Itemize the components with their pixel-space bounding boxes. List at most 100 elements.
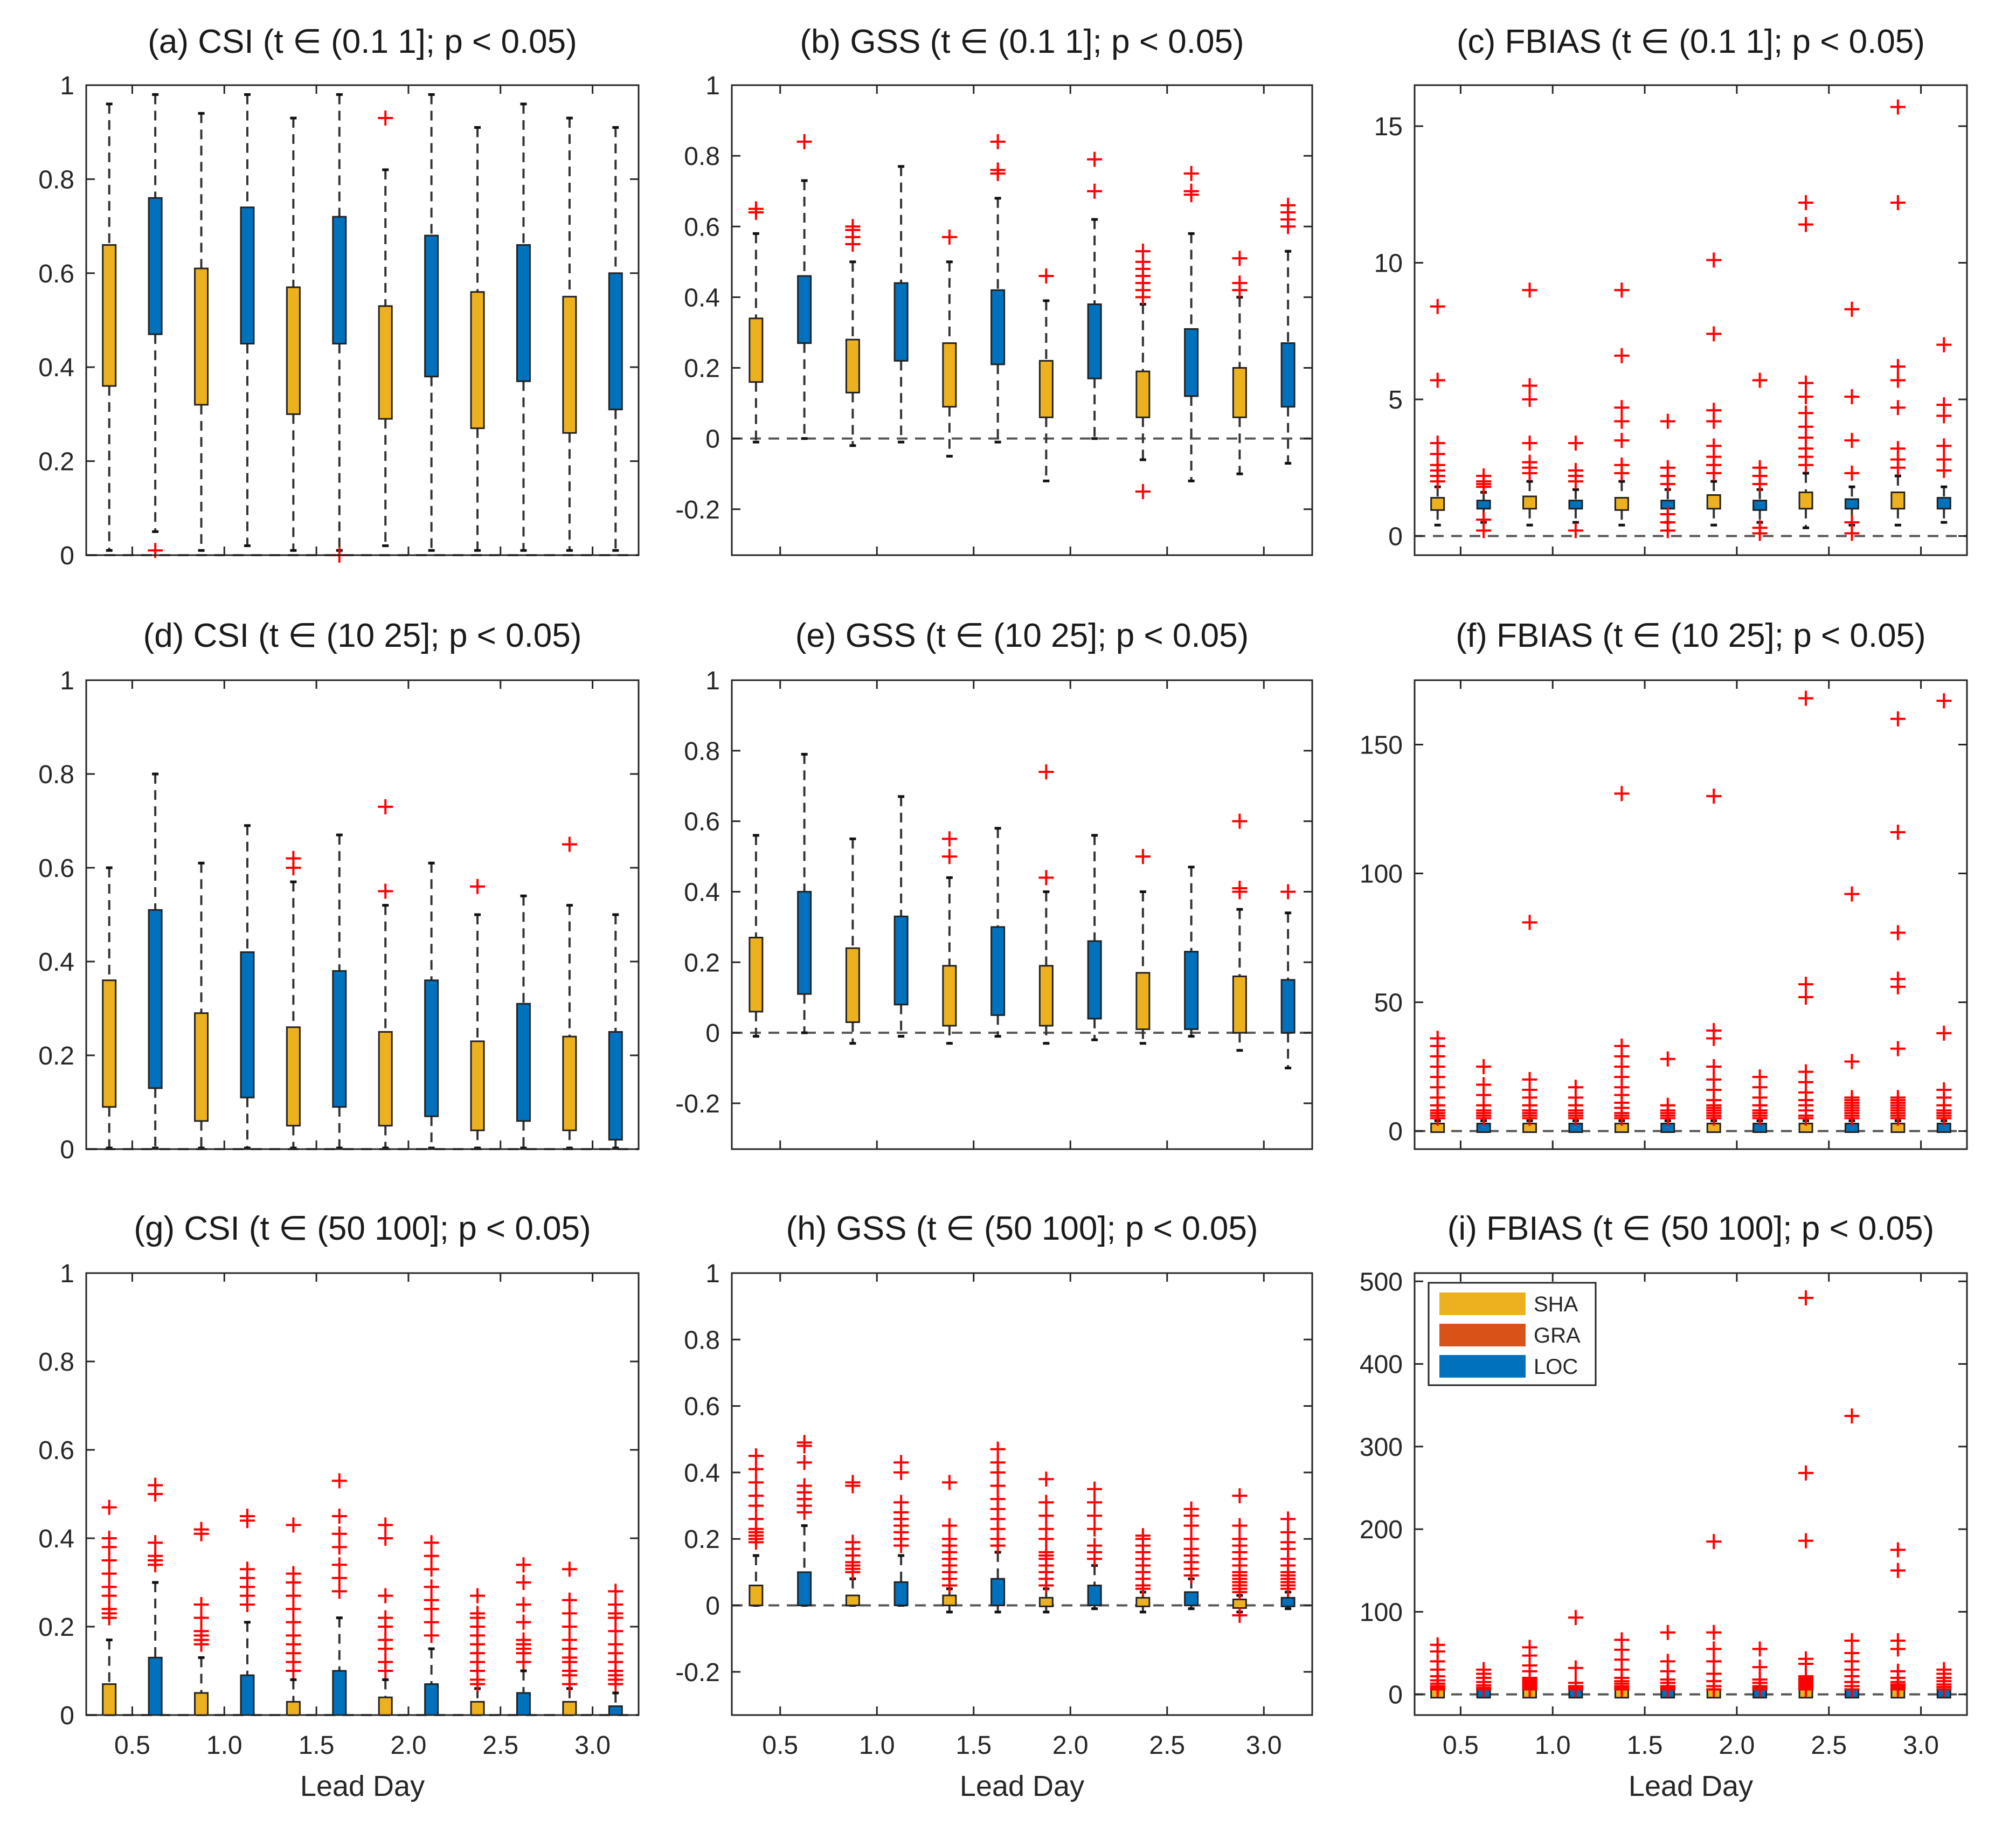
box-body <box>1135 972 1151 1031</box>
outlier-marker <box>1706 1534 1722 1550</box>
panel-e-title: (e) GSS (t ∈ (10 25]; p < 0.05) <box>795 617 1249 654</box>
outlier-marker <box>239 1509 255 1524</box>
y-tick-label: 0 <box>1388 1118 1403 1146</box>
outlier-marker <box>424 1561 439 1577</box>
outlier-marker <box>378 1531 393 1546</box>
box-loc <box>608 913 623 1150</box>
box-sha <box>1706 789 1722 1133</box>
outlier-marker <box>1280 1524 1296 1540</box>
outlier-marker <box>1522 392 1537 407</box>
x-tick-label: 2.5 <box>1149 1731 1185 1760</box>
outlier-marker <box>1706 326 1722 342</box>
box-body <box>845 338 860 393</box>
panel-b-title: (b) GSS (t ∈ (0.1 1]; p < 0.05) <box>800 23 1244 60</box>
box-body <box>240 1674 255 1716</box>
outlier-marker <box>941 1518 957 1533</box>
outlier-marker <box>1844 465 1860 481</box>
box-loc <box>1280 197 1296 465</box>
y-tick-label: 100 <box>1360 1598 1403 1627</box>
outlier-marker <box>1706 1023 1722 1039</box>
box-sha <box>845 837 860 1045</box>
box-sha <box>1798 1290 1814 1699</box>
box-body <box>1844 498 1859 510</box>
x-tick-label: 2.5 <box>1811 1731 1847 1760</box>
outlier-marker <box>1232 880 1248 896</box>
outlier-marker <box>1936 1082 1952 1098</box>
outlier-marker <box>424 1592 439 1608</box>
box-body <box>470 291 485 430</box>
panel-a: (a) CSI (t ∈ (0.1 1]; p < 0.05) 0 0.2 0.4 0.… <box>38 23 640 570</box>
box-body <box>286 1700 301 1716</box>
outlier-marker <box>1614 348 1630 363</box>
box-sha <box>1798 690 1814 1133</box>
outlier-marker <box>1844 433 1860 448</box>
box-loc <box>1936 693 1952 1133</box>
outlier-marker <box>1844 886 1860 902</box>
outlier-marker <box>1087 1495 1103 1510</box>
box-loc <box>608 1584 623 1716</box>
outlier-marker <box>1522 435 1537 451</box>
y-tick-label: 0 <box>60 542 74 570</box>
box-sha <box>286 1517 301 1716</box>
box-body <box>148 197 163 335</box>
outlier-marker <box>1660 460 1675 475</box>
outlier-marker <box>562 1632 577 1648</box>
outlier-marker <box>424 1535 439 1551</box>
box-loc <box>240 824 255 1150</box>
panel-f-title: (f) FBIAS (t ∈ (10 25]; p < 0.05) <box>1456 617 1925 654</box>
outlier-marker <box>1844 301 1860 317</box>
box-body <box>1087 940 1102 1020</box>
panel-g: (g) CSI (t ∈ (50 100]; p < 0.05) 0 0.2 0.4 0… <box>38 1210 640 1802</box>
x-tick-label: 1.0 <box>1535 1731 1571 1760</box>
box-loc <box>990 134 1006 444</box>
outlier-marker <box>1890 971 1906 987</box>
box-body <box>1280 1596 1295 1607</box>
box-body <box>1184 951 1199 1031</box>
box-sha <box>1232 1488 1248 1623</box>
box-loc <box>796 1435 812 1607</box>
outlier-marker <box>424 1579 439 1595</box>
panel-a-title: (a) CSI (t ∈ (0.1 1]; p < 0.05) <box>148 23 577 60</box>
box-body <box>516 1003 531 1122</box>
outlier-marker <box>1232 275 1248 291</box>
box-body <box>942 965 957 1027</box>
box-body <box>1184 328 1199 397</box>
box-sha <box>1614 1632 1630 1699</box>
box-loc <box>331 93 347 563</box>
box-body <box>1135 1596 1151 1607</box>
box-sha <box>1706 252 1722 527</box>
box-body <box>378 1696 393 1716</box>
box-loc <box>331 1473 347 1716</box>
box-loc <box>424 861 439 1150</box>
box-body <box>1936 497 1951 510</box>
box-body <box>893 1581 909 1607</box>
outlier-marker <box>1798 690 1814 706</box>
box-body <box>1038 1596 1054 1607</box>
box-body <box>102 979 117 1108</box>
outlier-marker <box>941 849 957 865</box>
outlier-marker <box>1038 268 1054 284</box>
x-tick-label: 2.0 <box>1719 1731 1755 1760</box>
box-loc <box>608 126 623 552</box>
box-loc <box>516 102 531 552</box>
y-tick-label: -0.2 <box>675 1090 720 1118</box>
y-tick-label: 0 <box>705 1592 720 1621</box>
x-axis-label: Lead Day <box>1629 1770 1753 1802</box>
outlier-marker <box>562 1592 577 1608</box>
panel-e-plot-area <box>732 680 1312 1149</box>
outlier-marker <box>1568 1610 1583 1626</box>
outlier-marker <box>748 1461 764 1477</box>
box-loc <box>239 1509 255 1716</box>
box-sha <box>1890 1542 1906 1699</box>
box-body <box>608 1031 623 1141</box>
box-body <box>797 1571 812 1607</box>
panel-c-frame <box>1414 84 1968 556</box>
y-tick-label: 0.6 <box>38 1436 74 1465</box>
box-body <box>470 1040 485 1131</box>
box-body <box>942 1594 957 1607</box>
box-sha <box>1232 251 1248 475</box>
x-tick-label: 1.5 <box>955 1731 992 1760</box>
outlier-marker <box>378 1654 393 1670</box>
outlier-marker <box>893 1495 909 1510</box>
y-tick-label: 0.6 <box>684 1393 720 1421</box>
